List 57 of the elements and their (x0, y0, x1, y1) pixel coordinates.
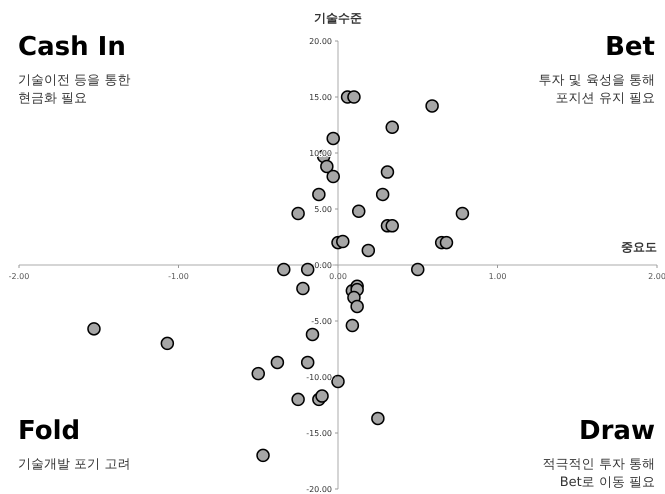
x-tick-label: -2.00 (8, 272, 30, 281)
y-tick-label: -10.00 (306, 373, 332, 382)
point (326, 132, 340, 146)
point (362, 244, 376, 258)
point (300, 262, 314, 276)
point (425, 99, 439, 113)
annotation: Fold (18, 416, 80, 446)
annotation: Draw (579, 416, 655, 446)
x-tick-label: 0.00 (329, 272, 347, 281)
point (440, 236, 454, 250)
y-tick-label: -15.00 (306, 429, 332, 438)
annotation: 기술이전 등을 통한 현금화 필요 (18, 72, 130, 108)
point (371, 412, 385, 426)
x-axis-title: 중요도 (621, 240, 657, 254)
point (411, 262, 424, 276)
y-tick-label: 0.00 (314, 261, 332, 270)
point (385, 219, 399, 233)
point (320, 160, 334, 174)
annotation: 기술개발 포기 고려 (18, 456, 130, 474)
point (380, 165, 394, 179)
point (256, 448, 270, 462)
point (347, 90, 361, 104)
point (312, 188, 326, 202)
x-tick-label: 2.00 (648, 272, 665, 281)
x-tick-label: -1.00 (168, 272, 189, 281)
point (252, 366, 265, 380)
point (315, 389, 329, 403)
point (336, 234, 350, 248)
point (376, 188, 390, 202)
point (160, 336, 174, 350)
point (352, 204, 366, 218)
y-tick-label: 5.00 (314, 205, 332, 214)
point (277, 262, 291, 276)
point (456, 206, 470, 220)
point (346, 318, 360, 332)
point (270, 356, 284, 370)
point (326, 170, 340, 184)
annotation: 적극적인 투자 통해 Bet로 이동 필요 (542, 456, 655, 492)
point (291, 206, 305, 220)
y-tick-label: -20.00 (306, 485, 332, 494)
annotation: Bet (605, 32, 655, 62)
y-tick-label: 15.00 (309, 93, 332, 102)
point (296, 282, 310, 296)
y-axis-title: 기술수준 (314, 11, 362, 25)
point (291, 392, 305, 406)
point (300, 356, 314, 370)
point (306, 328, 320, 342)
point (350, 300, 364, 314)
x-tick-label: 1.00 (488, 272, 506, 281)
y-tick-label: -5.00 (311, 317, 332, 326)
y-tick-label: 20.00 (309, 37, 332, 46)
annotation: Cash In (18, 32, 126, 62)
point (331, 374, 345, 388)
annotation: 투자 및 육성을 통해 포지션 유지 필요 (538, 72, 655, 108)
y-tick-label: 10.00 (309, 149, 332, 158)
point (87, 322, 101, 336)
point (385, 120, 399, 134)
